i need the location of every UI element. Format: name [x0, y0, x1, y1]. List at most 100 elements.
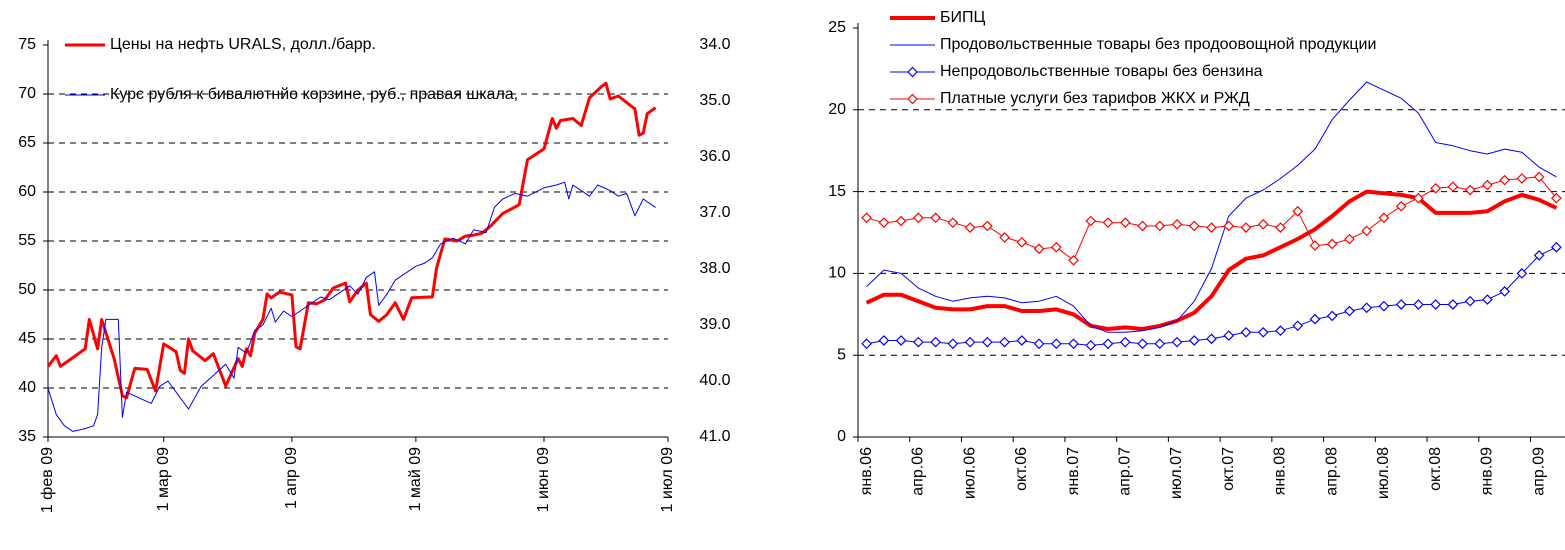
point-marker: [981, 220, 993, 232]
point-marker: [1033, 243, 1045, 255]
x-tick-label: июл.07: [1168, 447, 1185, 499]
y2-tick-label: 41.0: [699, 428, 730, 445]
point-marker: [964, 336, 976, 348]
y2-tick-label: 35.0: [699, 92, 730, 109]
point-marker: [1413, 192, 1424, 204]
point-marker: [1223, 330, 1235, 341]
point-marker: [1378, 300, 1390, 312]
point-marker: [1068, 254, 1079, 266]
point-marker: [1292, 205, 1304, 217]
point-marker: [1275, 325, 1286, 337]
legend-marker: [907, 93, 918, 105]
point-marker: [947, 217, 959, 229]
x-tick-label: июл.06: [961, 447, 978, 499]
point-marker: [1188, 220, 1200, 232]
x-tick-label: апр.08: [1323, 447, 1340, 496]
x-tick-label: июл.08: [1375, 447, 1392, 499]
legend-label: Курс рубля к бивалютнйо корзине, руб., п…: [110, 86, 518, 103]
point-marker: [1068, 338, 1079, 350]
y-tick-label: 0: [837, 428, 846, 445]
legend-label: Непродовольственные товары без бензина: [940, 63, 1263, 80]
point-marker: [1516, 268, 1528, 279]
point-marker: [1223, 220, 1235, 232]
legend-marker: [907, 66, 918, 78]
point-marker: [1361, 302, 1373, 314]
point-marker: [1395, 200, 1407, 212]
point-marker: [1171, 218, 1183, 230]
y2-tick-label: 38.0: [699, 260, 730, 277]
y-tick-label: 75: [18, 36, 36, 53]
point-marker: [1085, 340, 1097, 351]
point-marker: [1119, 217, 1131, 229]
point-marker: [930, 336, 941, 348]
point-marker: [1344, 233, 1355, 245]
x-tick-label: 1 апр 09: [283, 447, 300, 509]
point-marker: [1137, 338, 1148, 350]
x-tick-label: 1 фев 09: [39, 447, 56, 513]
x-tick-label: янв.08: [1272, 447, 1289, 495]
point-marker: [1102, 217, 1114, 229]
point-marker: [1533, 250, 1545, 261]
point-marker: [930, 212, 941, 224]
legend-label: Цены на нефть URALS, долл./барр.: [110, 36, 376, 53]
legend-label: Продовольственные товары без продоовощно…: [940, 36, 1376, 53]
point-marker: [1464, 184, 1476, 196]
point-marker: [1378, 212, 1390, 224]
point-marker: [1119, 336, 1131, 348]
point-marker: [999, 232, 1010, 243]
x-tick-label: окт.08: [1427, 447, 1444, 491]
point-marker: [999, 336, 1010, 348]
y2-tick-label: 34.0: [699, 36, 730, 53]
point-marker: [1344, 305, 1355, 317]
point-marker: [1464, 295, 1476, 307]
point-marker: [1499, 286, 1510, 297]
point-marker: [947, 338, 959, 350]
point-marker: [895, 335, 907, 346]
y-tick-label: 15: [828, 183, 846, 200]
y-tick-label: 35: [18, 428, 36, 445]
point-marker: [1240, 222, 1252, 233]
y-tick-label: 40: [18, 379, 36, 396]
y-tick-label: 70: [18, 85, 36, 102]
point-marker: [1033, 338, 1045, 350]
point-marker: [1482, 179, 1493, 191]
y-tick-label: 20: [828, 101, 846, 118]
point-marker: [1430, 182, 1442, 194]
point-marker: [1206, 333, 1217, 345]
point-marker: [1482, 294, 1493, 305]
x-tick-label: янв.07: [1065, 447, 1082, 495]
x-tick-label: 1 июн 09: [535, 447, 552, 512]
y-tick-label: 45: [18, 330, 36, 347]
point-marker: [1430, 299, 1442, 310]
point-marker: [861, 212, 872, 224]
point-marker: [1085, 215, 1097, 227]
point-marker: [1551, 192, 1562, 204]
point-marker: [878, 335, 890, 346]
y-tick-label: 25: [828, 19, 846, 36]
series-line: [865, 189, 1558, 331]
point-marker: [895, 215, 907, 227]
y-tick-label: 65: [18, 134, 36, 151]
point-marker: [1275, 222, 1286, 233]
point-marker: [1447, 181, 1459, 193]
series-line: [866, 81, 1557, 333]
point-marker: [1016, 335, 1028, 346]
point-marker: [1309, 240, 1321, 251]
point-marker: [1309, 313, 1321, 325]
point-marker: [1257, 218, 1269, 230]
point-marker: [1171, 336, 1183, 348]
point-marker: [861, 338, 872, 350]
x-tick-label: 1 июл 09: [659, 447, 676, 513]
series-line: [46, 81, 657, 400]
point-marker: [1326, 238, 1338, 250]
point-marker: [1551, 241, 1562, 253]
y2-tick-label: 39.0: [699, 316, 730, 333]
point-marker: [1154, 220, 1166, 232]
point-marker: [964, 222, 976, 233]
point-marker: [1413, 299, 1424, 310]
point-marker: [878, 217, 890, 229]
point-marker: [913, 336, 924, 348]
x-tick-label: окт.06: [1013, 447, 1030, 491]
